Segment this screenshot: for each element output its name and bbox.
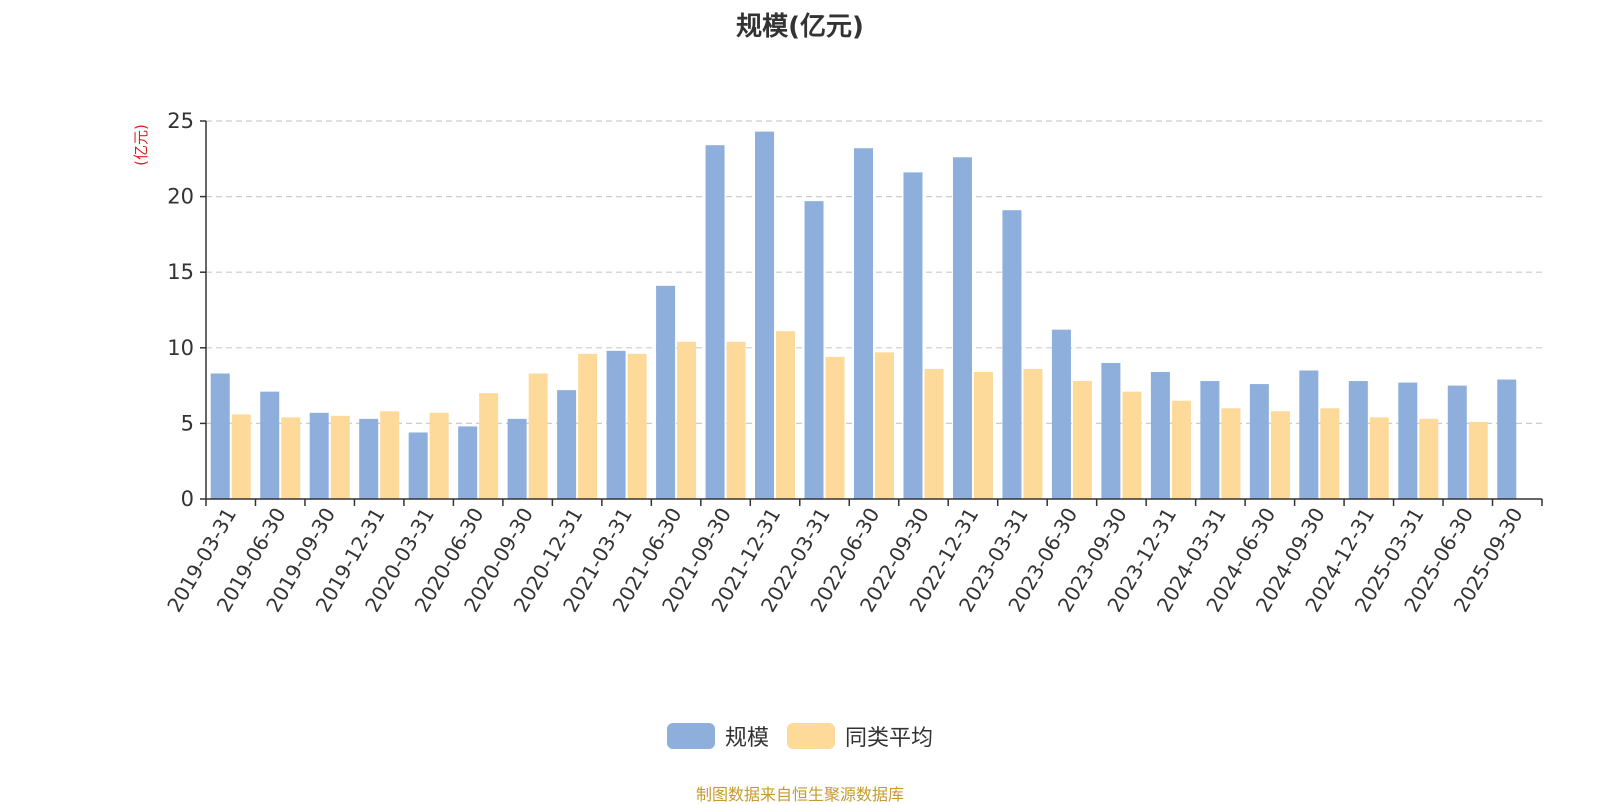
y-tick-label: 20	[167, 185, 194, 209]
legend-label-scale: 规模	[724, 726, 769, 751]
bar-scale[interactable]	[1398, 382, 1418, 499]
bar-scale[interactable]	[309, 412, 329, 499]
bar-scale[interactable]	[557, 390, 577, 499]
bar-scale[interactable]	[1051, 329, 1071, 499]
bar-scale[interactable]	[755, 131, 775, 500]
legend-item-peer-average[interactable]: 同类平均	[787, 720, 933, 752]
y-axis-label: (亿元)	[132, 124, 150, 166]
bar-scale[interactable]	[507, 418, 527, 499]
legend-item-scale[interactable]: 规模	[666, 720, 769, 752]
bar-peer-average[interactable]	[231, 414, 251, 499]
chart-title: 规模(亿元)	[736, 12, 864, 42]
bar-scale[interactable]	[1497, 379, 1517, 499]
bar-scale[interactable]	[804, 201, 824, 500]
bar-peer-average[interactable]	[776, 331, 796, 499]
y-tick-label: 15	[167, 260, 194, 284]
bar-peer-average[interactable]	[1270, 411, 1290, 499]
bar-scale[interactable]	[1447, 385, 1467, 499]
bar-scale[interactable]	[210, 373, 230, 499]
bar-scale[interactable]	[458, 426, 478, 499]
bar-peer-average[interactable]	[1320, 408, 1340, 499]
y-tick-label: 5	[181, 411, 194, 435]
bar-peer-average[interactable]	[1369, 417, 1389, 499]
bar-scale[interactable]	[1101, 362, 1121, 499]
bar-scale[interactable]	[656, 285, 676, 499]
bar-scale[interactable]	[408, 432, 428, 499]
bar-scale[interactable]	[854, 148, 873, 499]
bar-peer-average[interactable]	[1023, 368, 1043, 499]
bar-peer-average[interactable]	[825, 356, 845, 499]
bar-peer-average[interactable]	[1072, 381, 1092, 499]
bar-peer-average[interactable]	[875, 352, 894, 499]
y-tick-label: 0	[181, 487, 194, 511]
bar-scale[interactable]	[359, 418, 379, 499]
bar-peer-average[interactable]	[528, 373, 548, 499]
bar-peer-average[interactable]	[479, 393, 499, 499]
bar-peer-average[interactable]	[330, 415, 350, 499]
bar-scale[interactable]	[1348, 381, 1368, 499]
bar-peer-average[interactable]	[677, 341, 697, 499]
bar-peer-average[interactable]	[1468, 421, 1488, 499]
y-tick-label: 10	[167, 336, 194, 360]
bar-scale[interactable]	[1249, 384, 1269, 499]
bar-peer-average[interactable]	[1419, 418, 1439, 499]
legend-swatch-peer-average	[787, 723, 835, 749]
bar-scale[interactable]	[1299, 370, 1319, 499]
y-tick-label: 25	[167, 109, 194, 133]
bar-scale[interactable]	[1150, 371, 1170, 499]
bar-peer-average[interactable]	[380, 411, 400, 499]
bar-scale[interactable]	[705, 145, 725, 499]
bar-peer-average[interactable]	[924, 368, 944, 499]
legend-swatch-scale	[666, 723, 715, 749]
bar-scale[interactable]	[1200, 381, 1220, 499]
bar-peer-average[interactable]	[1221, 408, 1241, 499]
bar-scale[interactable]	[1002, 210, 1022, 499]
bar-peer-average[interactable]	[578, 353, 598, 499]
bar-chart: 05101520252019-03-312019-06-302019-09-30…	[132, 109, 1543, 616]
bar-layer	[210, 131, 1517, 500]
legend-label-peer-average: 同类平均	[845, 726, 934, 751]
bar-scale[interactable]	[952, 157, 972, 499]
bar-peer-average[interactable]	[726, 341, 746, 499]
bar-scale[interactable]	[903, 172, 923, 499]
bar-peer-average[interactable]	[973, 371, 993, 499]
bar-scale[interactable]	[606, 350, 626, 499]
source-note: 制图数据来自恒生聚源数据库	[695, 785, 904, 804]
grid-layer	[206, 120, 1542, 424]
legend: 规模 同类平均	[0, 720, 1600, 752]
axis-layer: 05101520252019-03-312019-06-302019-09-30…	[162, 109, 1543, 616]
bar-peer-average[interactable]	[429, 412, 449, 499]
bar-peer-average[interactable]	[281, 417, 301, 499]
bar-peer-average[interactable]	[627, 353, 647, 499]
bar-peer-average[interactable]	[1122, 391, 1142, 499]
bar-scale[interactable]	[260, 391, 280, 499]
bar-peer-average[interactable]	[1171, 400, 1191, 499]
